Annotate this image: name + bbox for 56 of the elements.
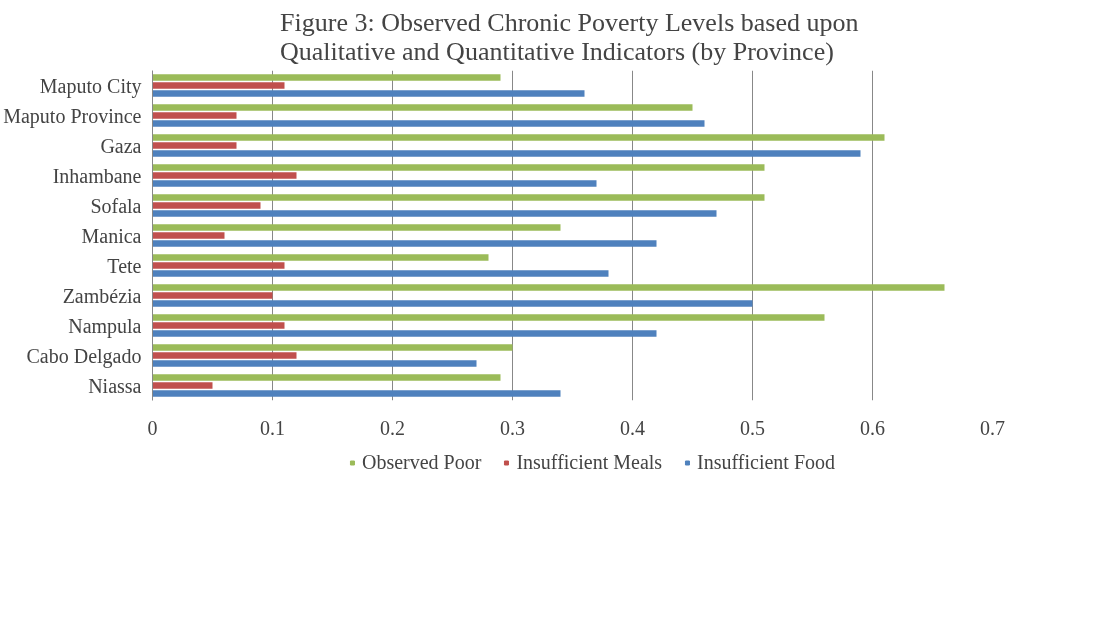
bar: [152, 374, 501, 381]
bar: [152, 232, 225, 239]
bar: [152, 300, 753, 307]
y-tick-label: Nampula: [68, 314, 142, 338]
bar: [152, 360, 477, 367]
x-tick-label: 0.6: [860, 416, 885, 439]
bar: [152, 322, 285, 329]
bar: [152, 90, 585, 97]
x-tick-label: 0: [147, 416, 158, 439]
bar: [152, 262, 285, 269]
x-tick-label: 0.5: [740, 416, 765, 439]
bar: [152, 142, 237, 149]
bar: [152, 180, 597, 187]
x-tick-label: 0.7: [980, 416, 1005, 439]
y-tick-label: Zambézia: [62, 284, 142, 307]
chart-title: Figure 3: Observed Chronic Poverty Levels based upon Qualitative and Quantitative Indicators (by Province): [280, 7, 859, 66]
bar: [152, 202, 261, 209]
bar: [152, 352, 297, 359]
x-tick-label: 0.1: [260, 416, 285, 439]
y-tick-label: Tete: [107, 254, 142, 277]
y-tick-label: Sofala: [90, 194, 142, 217]
bar: [152, 194, 765, 201]
bar: [152, 390, 561, 397]
legend-label: Insufficient Meals: [516, 450, 663, 474]
x-tick-label: 0.4: [620, 416, 645, 439]
bar: [152, 344, 513, 351]
y-tick-label: Niassa: [88, 374, 142, 397]
bar: [152, 164, 765, 171]
y-tick-label: Gaza: [100, 134, 142, 157]
bar: [152, 382, 213, 389]
bar: [152, 292, 273, 299]
y-tick-label: Inhambane: [52, 164, 142, 187]
bar: [152, 82, 285, 89]
bar: [152, 172, 297, 179]
bar: [152, 74, 501, 81]
bar: [152, 224, 561, 231]
legend-label: Insufficient Food: [697, 450, 836, 474]
y-tick-label: Cabo Delgado: [26, 344, 142, 368]
bar: [152, 270, 609, 277]
bar: [152, 330, 657, 337]
x-tick-label: 0.3: [500, 416, 525, 439]
bar: [152, 254, 489, 261]
bar: [152, 104, 693, 111]
y-tick-label: Maputo Province: [3, 104, 142, 128]
x-tick-label: 0.2: [380, 416, 405, 439]
bar: [152, 134, 885, 141]
bar: [152, 240, 657, 247]
bar: [152, 150, 861, 157]
bar: [152, 284, 945, 291]
legend-label: Observed Poor: [361, 450, 482, 474]
y-tick-label: Manica: [81, 224, 142, 247]
y-tick-label: Maputo City: [39, 74, 142, 98]
bar: [152, 314, 825, 321]
bar: [152, 112, 237, 119]
bar: [152, 210, 717, 217]
bar: [152, 120, 705, 127]
